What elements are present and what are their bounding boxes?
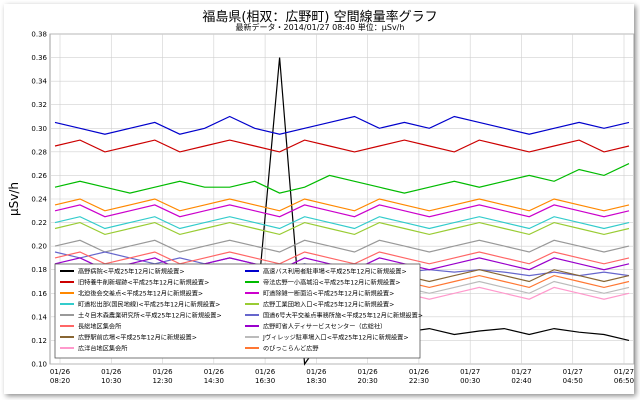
- x-tick-time: 18:30: [306, 377, 326, 385]
- legend-label-3: 帝法広野一小高城沿<平成25年12月に新規設置>: [263, 278, 401, 286]
- x-tick-time: 20:30: [358, 377, 378, 385]
- y-tick-label: 0.14: [31, 313, 47, 321]
- x-tick-date: 01/26: [306, 368, 327, 376]
- x-tick-time: 12:30: [152, 377, 172, 385]
- y-tick-label: 0.28: [31, 148, 47, 156]
- legend-label-6: 町道松出部(国民地線)<平成25年12月に新規設置>: [78, 300, 220, 308]
- legend-box: [54, 263, 421, 359]
- y-tick-label: 0.32: [31, 101, 47, 109]
- chart-subtitle: 最新データ・2014/01/27 08:40 単位：μSv/h: [235, 23, 405, 32]
- series-line-4: [54, 198, 630, 212]
- y-axis-ticks: 0.10 0.12 0.14 0.16 0.18 0.20 0.22 0.24 0.26 0.28…: [31, 31, 47, 369]
- legend-label-9: 国道6号大平交差点事務所施<平成25年12月に新規設置>: [263, 311, 423, 319]
- series-line-1: [54, 115, 630, 135]
- legend-label-11: 広野町省人ディサービスセンター（広総社）: [263, 322, 386, 330]
- y-tick-label: 0.36: [31, 54, 47, 62]
- y-tick-label: 0.26: [31, 172, 47, 180]
- x-tick-time: 04:50: [563, 377, 583, 385]
- series-line-10: [54, 251, 630, 265]
- y-tick-label: 0.18: [31, 266, 47, 274]
- x-tick-time: 14:30: [204, 377, 224, 385]
- legend-label-13: Jヴィレッジ駐車場入口<平成25年12月に新規設置>: [262, 333, 409, 341]
- legend-label-0: 高野病院<平成25年12月に新規設置>: [78, 267, 185, 275]
- y-tick-label: 0.16: [31, 290, 47, 298]
- x-tick-date: 01/26: [101, 368, 122, 376]
- x-tick-date: 01/26: [255, 368, 276, 376]
- x-tick-date: 01/27: [563, 368, 583, 376]
- series-line-5: [54, 204, 630, 218]
- legend-label-7: 広野工業団地入口<平成25年12月に新規設置>: [263, 300, 394, 308]
- legend-label-14: 広洋台地区集会所: [78, 344, 128, 352]
- legend-label-15: のびっこらんど広野: [263, 344, 319, 352]
- legend-label-1: 高速バス利用者駐車場<平成25年12月に新規設置>: [263, 267, 407, 275]
- y-tick-label: 0.30: [31, 125, 47, 133]
- x-tick-date: 01/26: [152, 368, 173, 376]
- x-tick-date: 01/27: [460, 368, 480, 376]
- x-tick-date: 01/27: [614, 368, 634, 376]
- y-tick-label: 0.34: [31, 78, 47, 86]
- legend-label-2: 旧特養牛削新堤跡<平成25年12月に新規設置>: [78, 278, 209, 286]
- x-tick-date: 01/26: [204, 368, 225, 376]
- legend-label-12: 広野駅前広場<平成25年12月に新規設置>: [78, 333, 197, 341]
- y-tick-label: 0.10: [31, 361, 47, 369]
- x-tick-time: 06:50: [614, 377, 634, 385]
- x-tick-time: 16:30: [255, 377, 275, 385]
- x-tick-time: 02:40: [511, 377, 531, 385]
- x-axis-ticks: 01/2608:2001/2610:3001/2612:3001/2614:30…: [50, 368, 634, 385]
- y-tick-label: 0.12: [31, 337, 47, 345]
- y-tick-label: 0.38: [31, 31, 47, 39]
- x-tick-time: 22:30: [409, 377, 429, 385]
- y-tick-label: 0.22: [31, 219, 47, 227]
- x-tick-date: 01/27: [511, 368, 531, 376]
- x-tick-time: 08:20: [50, 377, 70, 385]
- y-tick-label: 0.20: [31, 243, 47, 251]
- series-line-3: [54, 163, 630, 194]
- y-axis-label: μSv/h: [7, 182, 21, 216]
- x-tick-time: 00:30: [460, 377, 480, 385]
- legend-label-4: 北迫後会交差点<平成25年12月に新規設置>: [78, 289, 203, 297]
- series-line-8: [54, 239, 630, 253]
- series-line-7: [54, 221, 630, 236]
- x-tick-date: 01/26: [50, 368, 71, 376]
- legend-label-10: 長総地区集会所: [78, 322, 121, 330]
- x-tick-date: 01/26: [358, 368, 379, 376]
- chart-title: 福島県(相双：広野町) 空間線量率グラフ: [202, 10, 438, 25]
- legend-label-8: 土々目木森農業研究所<平成25年12月に新規設置>: [78, 311, 222, 319]
- legend: 高野病院<平成25年12月に新規設置> 高速バス利用者駐車場<平成25年12月に新…: [60, 267, 423, 352]
- y-tick-label: 0.24: [31, 196, 47, 204]
- series-line-6: [54, 216, 630, 230]
- x-tick-date: 01/26: [409, 368, 430, 376]
- legend-label-5: 町道除雑一断面沿<平成25年12月に新規設置>: [263, 289, 394, 297]
- x-tick-time: 10:30: [101, 377, 121, 385]
- series-line-2: [54, 139, 630, 153]
